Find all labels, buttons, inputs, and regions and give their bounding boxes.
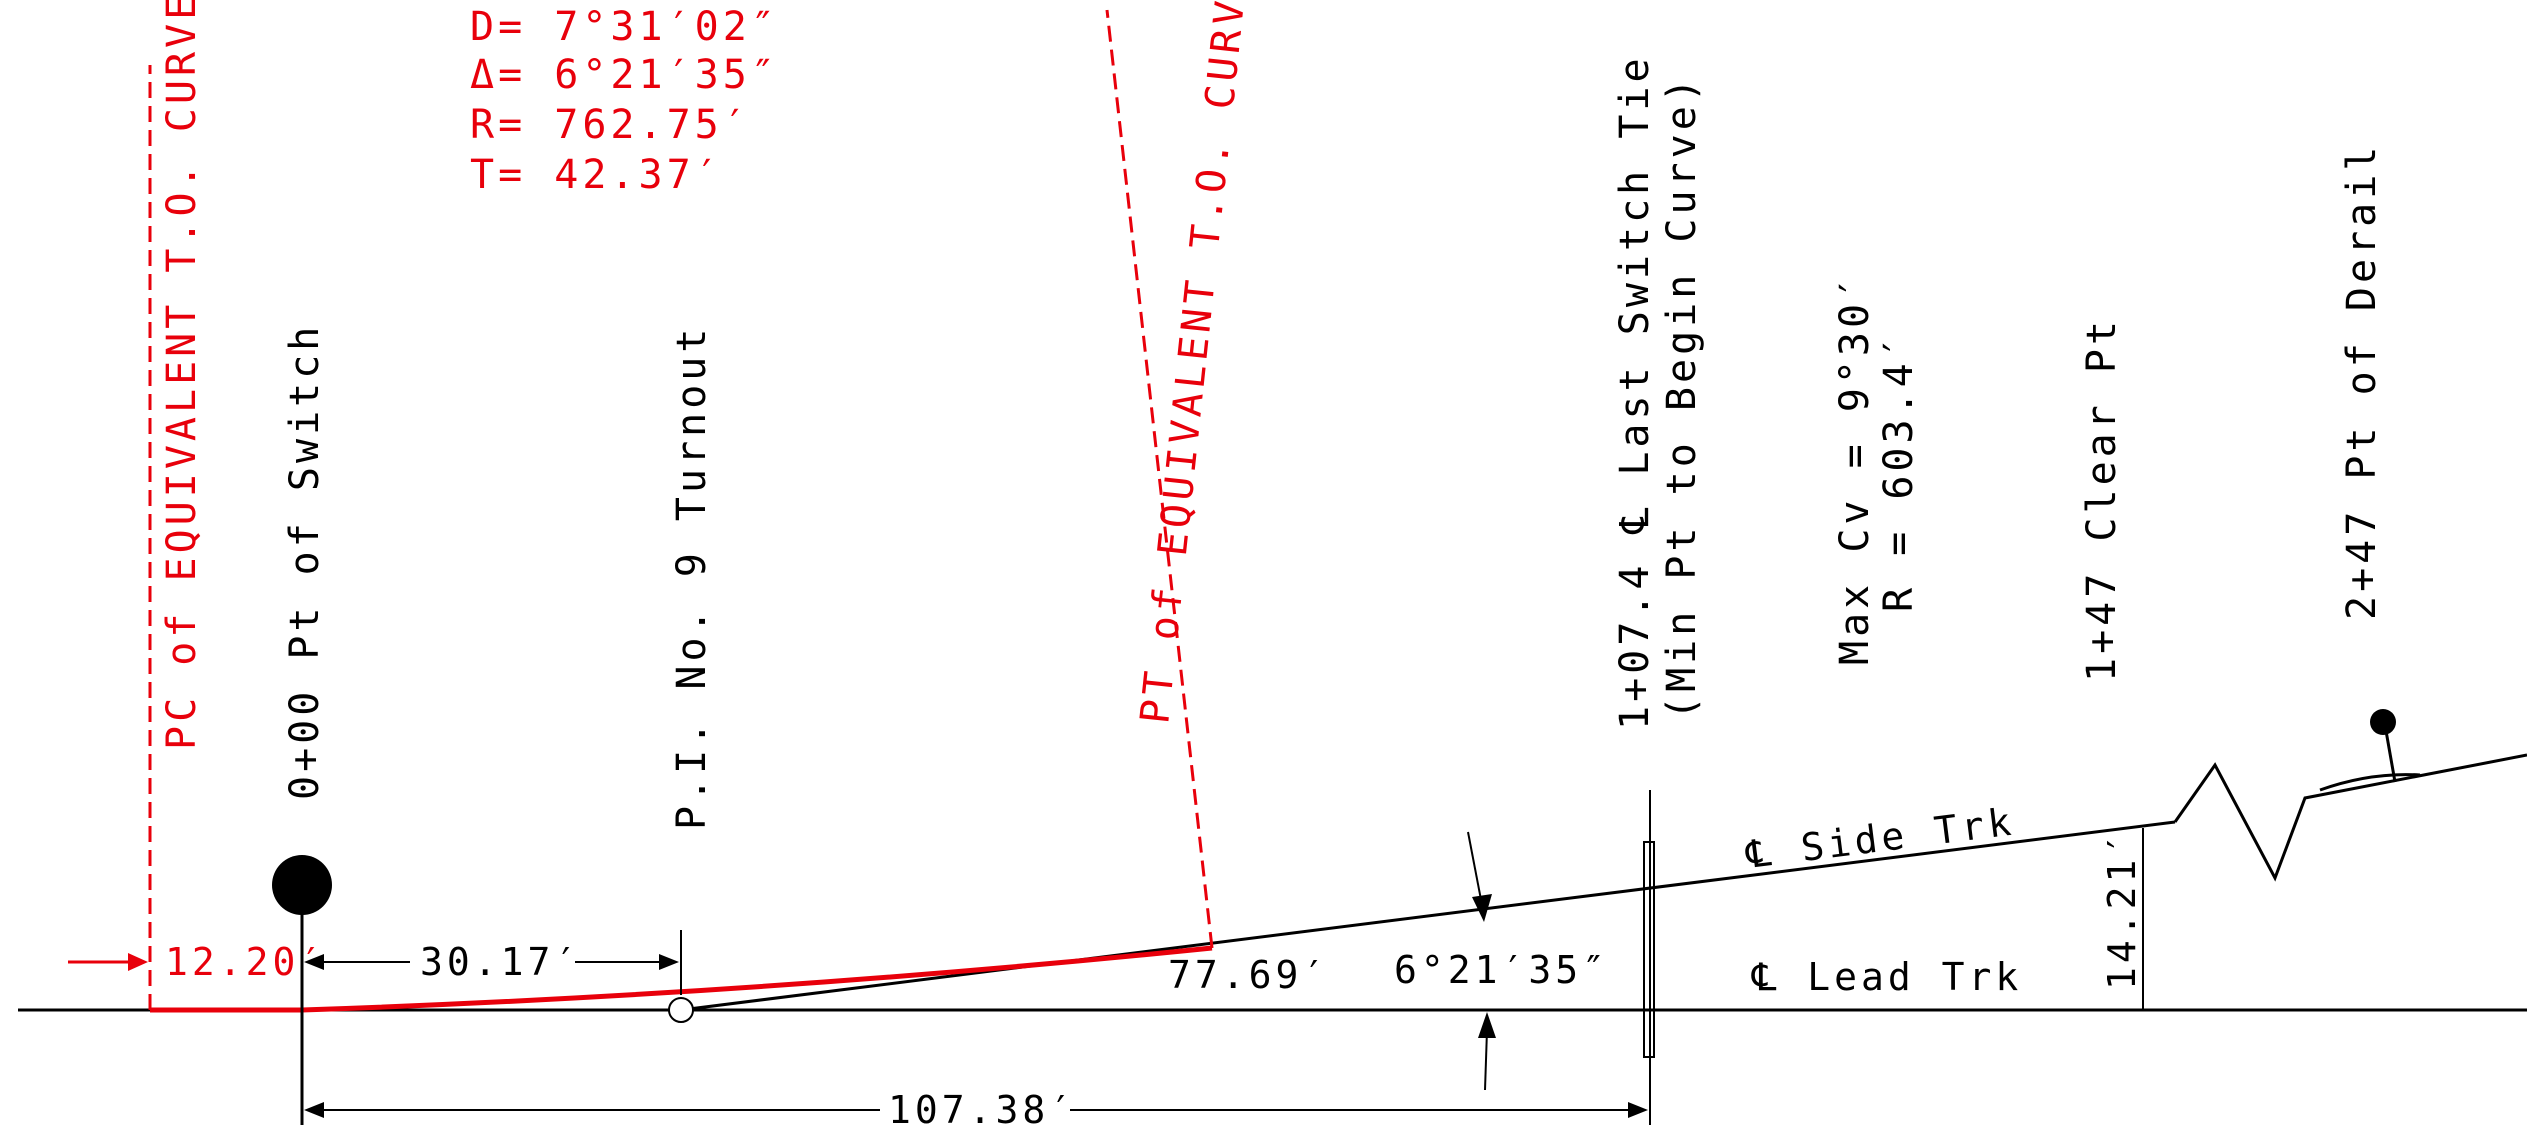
pc-label: PC of EQUIVALENT T.O. CURVE bbox=[159, 0, 205, 750]
equivalent-turnout-curve bbox=[150, 945, 1213, 1013]
last-tie-label-line1: 1+07.4 ℄ Last Switch Tie bbox=[1612, 54, 1658, 730]
switch-to-tie-arrow-right-icon bbox=[1628, 1102, 1648, 1118]
frog-angle-dimension: 6°21′35″ bbox=[1394, 948, 1609, 992]
curve-tangent-text: T= 42.37′ bbox=[470, 152, 723, 198]
switch-to-pi-dimension: 30.17′ bbox=[420, 940, 581, 984]
pt-label: PT of EQUIVALENT T.O. CURVE bbox=[1132, 0, 1257, 726]
angle-arrow-lower-head-icon bbox=[1478, 1012, 1496, 1038]
angle-arrow-lower-line bbox=[1484, 1029, 1488, 1091]
pt-distance-dimension: 77.69′ bbox=[1168, 953, 1329, 997]
side-track-line bbox=[680, 820, 2176, 1012]
max-curve-label-line2: R = 603.4′ bbox=[1876, 331, 1922, 612]
derail-arc bbox=[2319, 773, 2421, 792]
max-curve-label-line1: Max Cv = 9°30′ bbox=[1832, 272, 1878, 665]
derail-post bbox=[2383, 724, 2397, 783]
pc-offset-arrow-head-icon bbox=[128, 953, 148, 971]
switch-point-label: 0+00 Pt of Switch bbox=[282, 323, 328, 800]
switch-to-tie-arrow-left-icon bbox=[304, 1102, 324, 1118]
last-switch-tie bbox=[1643, 841, 1655, 1058]
lead-track-label: ℄ Lead Trk bbox=[1751, 955, 2022, 999]
curve-radius-text: R= 762.75′ bbox=[470, 102, 751, 148]
angle-arrow-upper-head-icon bbox=[1472, 894, 1492, 922]
switch-point-marker-icon bbox=[272, 855, 332, 915]
curve-degree-text: D= 7°31′02″ bbox=[470, 4, 779, 50]
switch-to-tie-dimension: 107.38′ bbox=[888, 1088, 1076, 1125]
derail-marker-icon bbox=[2370, 709, 2396, 735]
curve-delta-text: Δ= 6°21′35″ bbox=[470, 52, 779, 98]
switch-to-pi-arrow-left-icon bbox=[304, 954, 324, 970]
track-break-symbol bbox=[2173, 753, 2527, 882]
pi-label: P.I. No. 9 Turnout bbox=[669, 325, 715, 830]
angle-arrow-upper-line bbox=[1467, 831, 1483, 906]
pc-offset-dimension: 12.20′ bbox=[165, 940, 326, 984]
side-track-label: ℄ Side Trk bbox=[1743, 799, 2018, 877]
switch-to-pi-arrow-right-icon bbox=[659, 954, 679, 970]
pt-dashed-line bbox=[1105, 9, 1214, 949]
clear-offset-dimension: 14.21′ bbox=[2100, 829, 2144, 990]
pi-circle-icon bbox=[668, 997, 694, 1023]
clear-point-label: 1+47 Clear Pt bbox=[2079, 317, 2125, 682]
derail-label: 2+47 Pt of Derail bbox=[2339, 143, 2385, 620]
last-tie-label-line2: (Min Pt to Begin Curve) bbox=[1659, 74, 1705, 720]
